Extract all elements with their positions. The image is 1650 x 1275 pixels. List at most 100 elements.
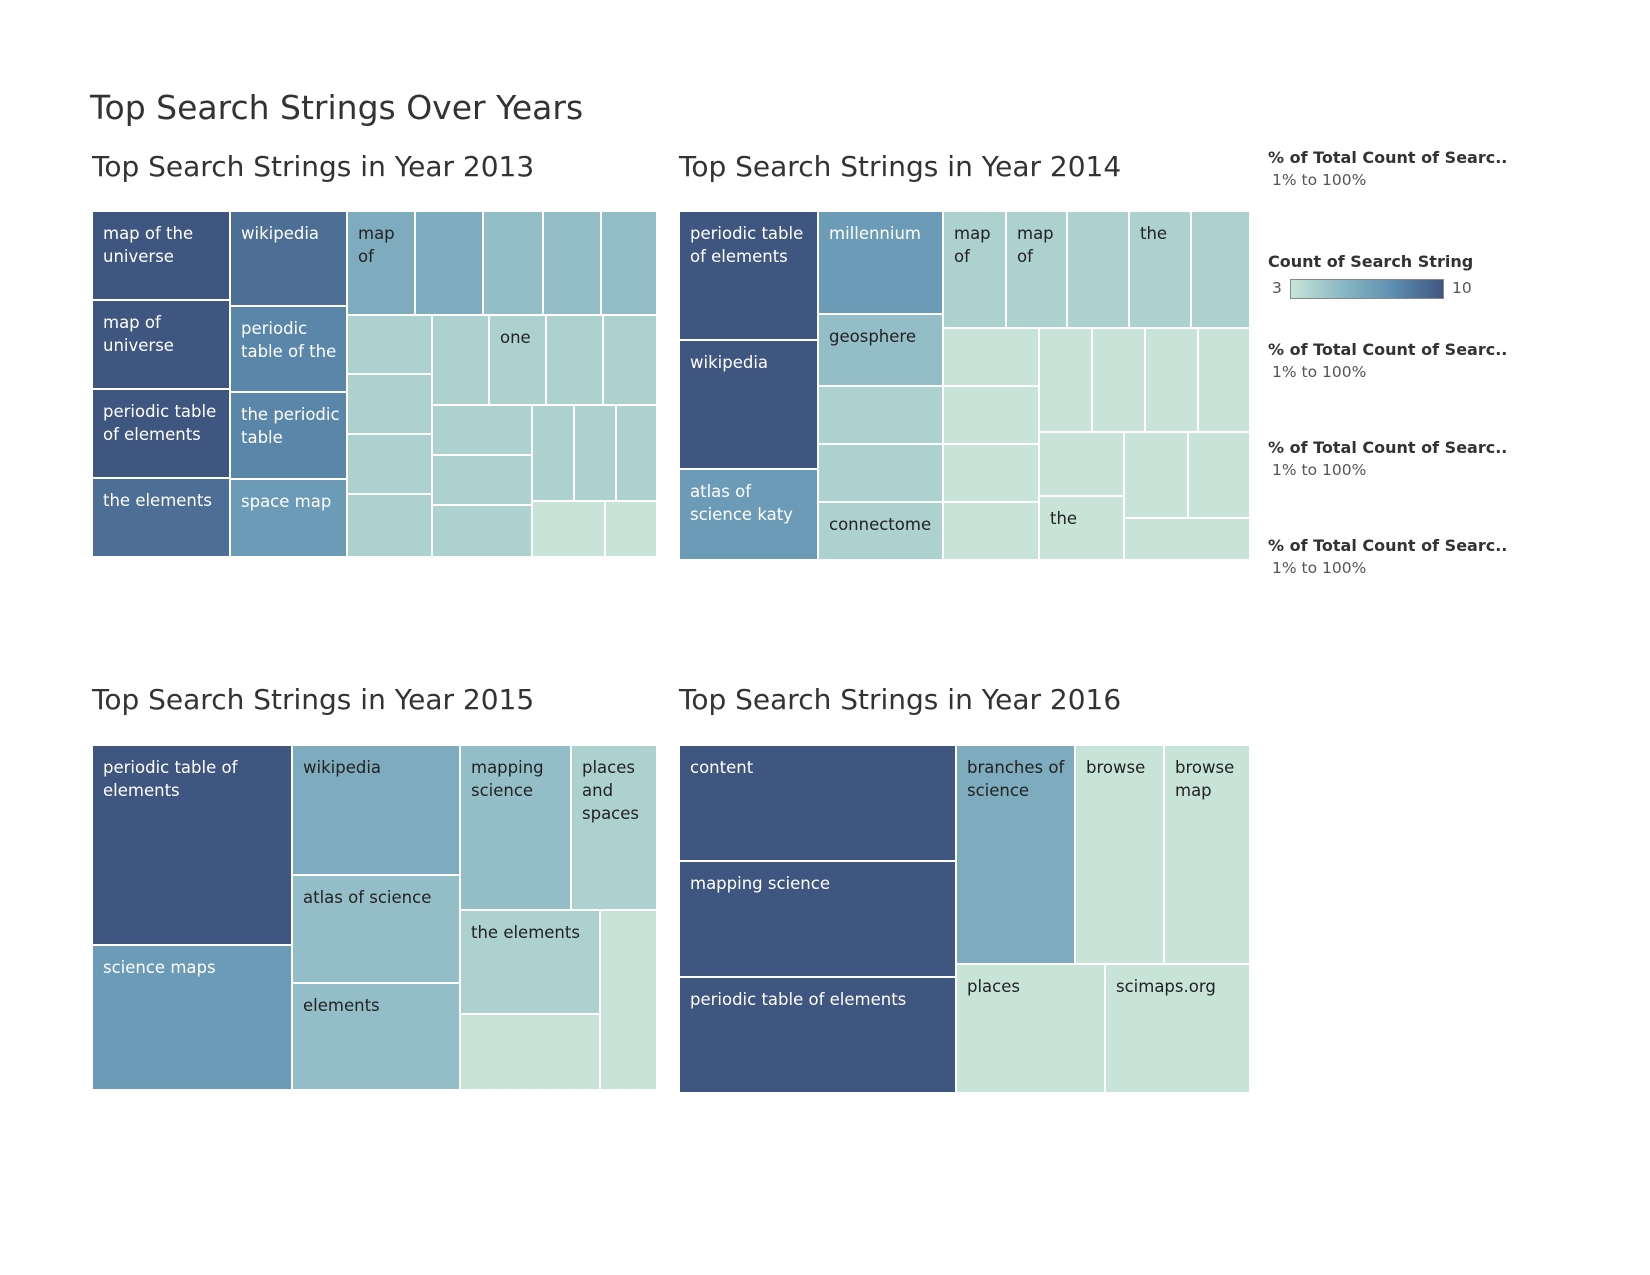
tile-unlabeled[interactable] [347,434,432,494]
tile-map-of[interactable]: map of [1006,211,1067,328]
tile-label: map of [358,224,395,266]
tile-periodic-table-of-the[interactable]: periodic table of the [230,306,347,392]
legend-pct-title: % of Total Count of Searc.. [1268,438,1508,457]
legend-pct-range: 1% to 100% [1272,559,1367,577]
tile-unlabeled[interactable] [1188,432,1250,518]
legend-pct-2: % of Total Count of Searc.. 1% to 100% [1268,340,1507,381]
tile-unlabeled[interactable] [432,315,489,405]
tile-unlabeled[interactable] [1198,328,1250,432]
tile-the-elements[interactable]: the elements [92,478,230,557]
tile-the-elements[interactable]: the elements [460,910,600,1014]
tile-places[interactable]: places [956,964,1105,1093]
tile-unlabeled[interactable] [943,502,1039,560]
legend-pct-title: % of Total Count of Searc.. [1268,148,1508,167]
tile-unlabeled[interactable] [818,386,943,444]
tile-unlabeled[interactable] [1067,211,1129,328]
tile-connectome[interactable]: connectome [818,502,943,560]
tile-map-of[interactable]: map of [943,211,1006,328]
tile-atlas-of-science-katy[interactable]: atlas of science katy [679,469,818,560]
tile-unlabeled[interactable] [460,1014,600,1090]
tile-label: map of [954,224,991,266]
tile-label: the elements [103,491,212,510]
legend-pct-range: 1% to 100% [1272,171,1367,189]
tile-unlabeled[interactable] [347,315,432,374]
tile-label: periodic table of elements [690,224,804,266]
tile-label: connectome [829,515,932,534]
tile-periodic-table-of-elements[interactable]: periodic table of elements [679,977,956,1093]
chart-title-2014: Top Search Strings in Year 2014 [679,150,1122,183]
tile-unlabeled[interactable] [415,211,483,315]
tile-unlabeled[interactable] [1124,518,1250,560]
tile-atlas-of-science[interactable]: atlas of science [292,875,460,983]
tile-browse-map[interactable]: browse map [1164,745,1250,964]
tile-periodic-table-of-elements[interactable]: periodic table of elements [679,211,818,340]
tile-unlabeled[interactable] [432,505,532,557]
tile-scimaps-org[interactable]: scimaps.org [1105,964,1250,1093]
tile-science-maps[interactable]: science maps [92,945,292,1090]
tile-unlabeled[interactable] [347,494,432,557]
tile-unlabeled[interactable] [603,315,657,405]
tile-unlabeled[interactable] [1145,328,1198,432]
tile-space-map[interactable]: space map [230,479,347,557]
tile-branches-of-science[interactable]: branches of science [956,745,1075,964]
tile-unlabeled[interactable] [543,211,601,315]
tile-geosphere[interactable]: geosphere [818,314,943,386]
tile-millennium[interactable]: millennium [818,211,943,314]
tile-label: millennium [829,224,922,243]
legend-pct-4: % of Total Count of Searc.. 1% to 100% [1268,536,1507,577]
tile-label: map of [1017,224,1054,266]
tile-unlabeled[interactable] [1039,432,1124,496]
tile-elements[interactable]: elements [292,983,460,1090]
tile-map-of-universe[interactable]: map of universe [92,300,230,389]
tile-unlabeled[interactable] [1039,328,1092,432]
tile-wikipedia[interactable]: wikipedia [230,211,347,306]
tile-unlabeled[interactable] [1191,211,1250,328]
legend-pct-3: % of Total Count of Searc.. 1% to 100% [1268,438,1507,479]
tile-places-and-spaces[interactable]: places and spaces [571,745,657,910]
tile-unlabeled[interactable] [943,444,1039,502]
tile-label: periodic table of elements [103,758,238,800]
tile-map-of-the-universe[interactable]: map of the universe [92,211,230,300]
tile-label: browse [1086,758,1146,777]
tile-unlabeled[interactable] [532,501,605,557]
tile-mapping-science[interactable]: mapping science [679,861,956,977]
tile-unlabeled[interactable] [1092,328,1145,432]
tile-unlabeled[interactable] [1124,432,1188,518]
tile-mapping-science[interactable]: mapping science [460,745,571,910]
tile-browse[interactable]: browse [1075,745,1164,964]
tile-unlabeled[interactable] [943,328,1039,386]
legend-count-min: 3 [1272,279,1282,297]
tile-unlabeled[interactable] [601,211,657,315]
tile-one[interactable]: one [489,315,546,405]
tile-periodic-table-of-elements[interactable]: periodic table of elements [92,745,292,945]
tile-unlabeled[interactable] [532,405,574,501]
legend-count-title: Count of Search String [1268,252,1474,271]
tile-wikipedia[interactable]: wikipedia [679,340,818,469]
tile-wikipedia[interactable]: wikipedia [292,745,460,875]
tile-unlabeled[interactable] [574,405,616,501]
tile-unlabeled[interactable] [432,455,532,505]
tile-periodic-table-of-elements[interactable]: periodic table of elements [92,389,230,478]
tile-unlabeled[interactable] [546,315,603,405]
tile-unlabeled[interactable] [616,405,657,501]
tile-unlabeled[interactable] [432,405,532,455]
tile-the[interactable]: the [1039,496,1124,560]
tile-label: elements [303,996,380,1015]
tile-label: browse map [1175,758,1235,800]
legend-pct-range: 1% to 100% [1272,461,1367,479]
tile-unlabeled[interactable] [818,444,943,502]
treemap-2015: periodic table of elements science maps wi… [92,745,657,1090]
tile-unlabeled[interactable] [347,374,432,434]
tile-the-periodic-table[interactable]: the periodic table [230,392,347,479]
tile-unlabeled[interactable] [605,501,657,557]
chart-title-2015: Top Search Strings in Year 2015 [92,683,535,716]
tile-unlabeled[interactable] [483,211,543,315]
tile-content[interactable]: content [679,745,956,861]
tile-label: the [1140,224,1168,243]
tile-map-of[interactable]: map of [347,211,415,315]
tile-the[interactable]: the [1129,211,1191,328]
tile-unlabeled[interactable] [600,910,657,1090]
legend-count-max: 10 [1452,279,1472,297]
tile-unlabeled[interactable] [943,386,1039,444]
tile-label: mapping science [471,758,544,800]
